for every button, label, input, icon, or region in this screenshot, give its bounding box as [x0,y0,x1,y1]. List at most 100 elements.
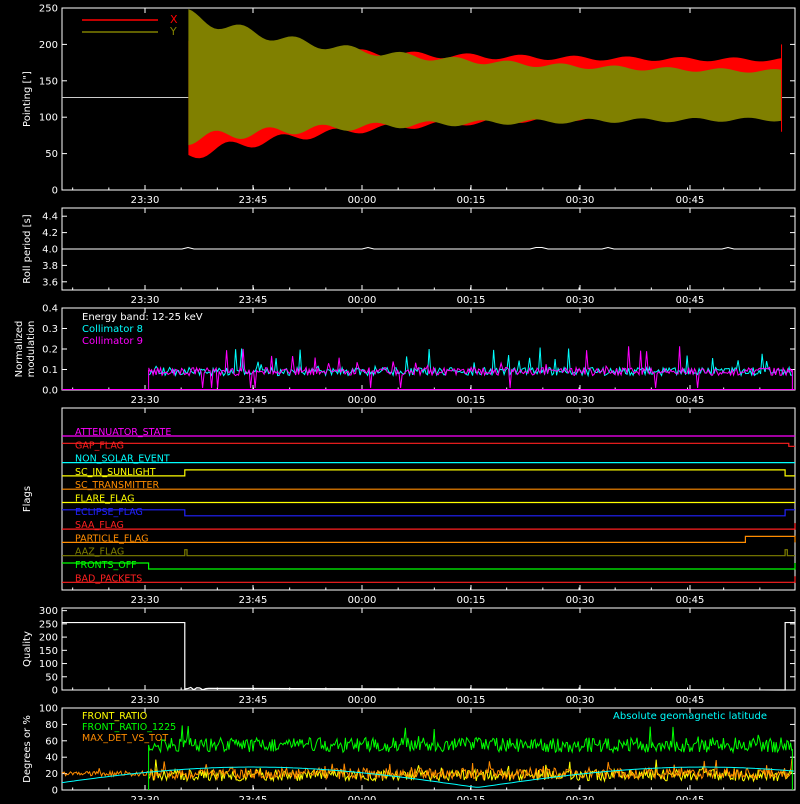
flag-label-particle-flag: PARTICLE_FLAG [75,533,148,544]
ratio-series-geomagnetic-latitude [61,766,795,788]
modulation-ytick-label: 0.2 [42,345,58,356]
roll-ytick-label: 4.2 [42,228,58,239]
quality-ytick-label: 100 [39,659,58,670]
ratios-ylabel: Degrees or % [22,715,33,783]
flags-xtick-label: 00:45 [676,595,705,606]
pointing-xtick-label: 00:00 [348,195,377,206]
roll-ylabel: Roll period [s] [22,214,33,283]
ratios-xtick-label: 00:30 [566,795,595,800]
ratio-legend-max-det-vs-tot: MAX_DET_VS_TOT [82,733,168,744]
flag-line-fronts-off [62,562,796,570]
modulation-ytick-label: 0.3 [42,324,58,335]
flags-xtick-label: 23:45 [239,595,268,606]
modulation-series-1 [148,346,793,388]
ratio-series-max-det-vs-tot [148,758,793,782]
ratio-series-max-det-pre [61,768,149,778]
modulation-ylabel: modulation [26,321,37,378]
pointing-series-y [188,9,782,146]
roll-ytick-label: 4.0 [42,245,58,256]
pointing-xtick-label: 23:30 [131,195,160,206]
roll-xtick-label: 00:30 [566,295,595,306]
flag-line-gap-flag [62,442,795,447]
quality-panel: 23:30 23:45 00:00 00:15 00:30 00:45 0 50 100 150 2… [22,606,796,706]
roll-ytick-label: 3.6 [42,277,58,288]
flag-label-attenuator-state: ATTENUATOR_STATE [75,427,171,438]
flag-label-bad-packets: BAD_PACKETS [75,573,142,584]
flag-label-sc-in-sunlight: SC_IN_SUNLIGHT [75,467,156,478]
ratios-xtick-label: 23:45 [239,795,268,800]
modulation-xtick-label: 00:00 [348,395,377,406]
quality-xtick-label: 23:45 [239,695,268,706]
ratios-ytick-label: 100 [39,704,58,715]
pointing-xtick-label: 23:45 [239,195,268,206]
pointing-xtick-label: 00:45 [676,195,705,206]
ratios-ytick-label: 40 [45,753,58,764]
flags-frame [61,407,796,591]
ratio-legend-front-ratio-1225: FRONT_RATIO_1225 [82,722,176,733]
roll-xtick-label: 23:30 [131,295,160,306]
flags-xtick-label: 00:30 [566,595,595,606]
ratios-xtick-label: 00:00 [348,795,377,800]
modulation-ytick-label: 0.0 [42,386,58,397]
quality-xtick-label: 00:30 [566,695,595,706]
flag-label-sc-transmitter: SC_TRANSMITTER [75,480,160,491]
ratios-ytick-label: 80 [45,720,58,731]
modulation-xtick-label: 00:45 [676,395,705,406]
quality-xtick-label: 00:00 [348,695,377,706]
ratios-ytick-label: 60 [45,736,58,747]
ratios-xtick-label: 00:45 [676,795,705,800]
flag-label-gap-flag: GAP_FLAG [75,440,124,451]
flag-line-sc-in-sunlight [62,469,795,477]
quality-ytick-label: 0 [52,686,58,697]
pointing-legend-label-y: Y [169,25,177,38]
ratios-ytick-label: 20 [45,769,58,780]
flags-panel: 23:30 23:45 00:00 00:15 00:30 00:45 Flags ATTEN… [22,407,796,606]
pointing-xtick-label: 00:15 [457,195,486,206]
pointing-ytick-label: 200 [39,40,58,51]
roll-xtick-label: 23:45 [239,295,268,306]
modulation-xtick-label: 23:30 [131,395,160,406]
modulation-ytick-label: 0.1 [42,365,58,376]
modulation-annotation-0: Energy band: 12-25 keV [82,312,203,323]
quality-ytick-label: 300 [39,606,58,617]
pointing-ylabel: Pointing ["] [22,71,33,127]
modulation-ylabel: Normalized [14,321,25,378]
flag-label-aaz-flag: AAZ_FLAG [75,547,124,558]
flag-line-saa-flag [62,523,796,530]
pointing-xtick-label: 00:30 [566,195,595,206]
flag-line-aaz-flag [62,549,795,557]
pointing-ytick-label: 250 [39,4,58,15]
ratio-legend-front-ratio: FRONT_RATIO [82,711,147,722]
flag-label-saa-flag: SAA_FLAG [75,520,124,531]
flag-label-eclipse-flag: ECLIPSE_FLAG [75,507,143,518]
quality-frame [61,607,796,691]
quality-ytick-label: 200 [39,633,58,644]
flag-line-bad-packets [62,576,796,583]
quality-ytick-label: 50 [45,672,58,683]
modulation-ytick-label: 0.4 [42,304,58,315]
roll-period-line [62,246,794,250]
pointing-ytick-label: 50 [45,149,58,160]
modulation-panel: 23:30 23:45 00:00 00:15 00:30 00:45 0.0 0.1 0.2 0… [14,304,796,406]
pointing-ytick-label: 0 [52,186,58,197]
modulation-annotation-1: Collimator 8 [82,324,143,335]
pointing-legend-label-x: X [170,13,178,26]
modulation-xtick-label: 23:45 [239,395,268,406]
roll-xtick-label: 00:45 [676,295,705,306]
ratio-annotation-latitude: Absolute geomagnetic latitude [613,711,767,722]
quality-line [62,621,795,691]
modulation-xtick-label: 00:30 [566,395,595,406]
quality-xtick-label: 00:15 [457,695,486,706]
pointing-ytick-label: 150 [39,76,58,87]
roll-xtick-label: 00:00 [348,295,377,306]
flag-line-eclipse-flag [62,509,795,517]
pointing-ytick-label: 100 [39,113,58,124]
roll-panel: 23:30 23:45 00:00 00:15 00:30 00:45 3.6 3.8 4.0 4… [22,207,796,306]
flags-xtick-label: 23:30 [131,595,160,606]
flags-xtick-label: 00:15 [457,595,486,606]
ratios-panel: 23:30 23:45 00:00 00:15 00:30 00:45 0 20 40 60 80 1… [22,704,796,804]
flag-label-non-solar-event: NON_SOLAR_EVENT [75,454,170,465]
ratio-series-front-ratio-1225 [148,725,793,755]
modulation-xtick-label: 00:15 [457,395,486,406]
